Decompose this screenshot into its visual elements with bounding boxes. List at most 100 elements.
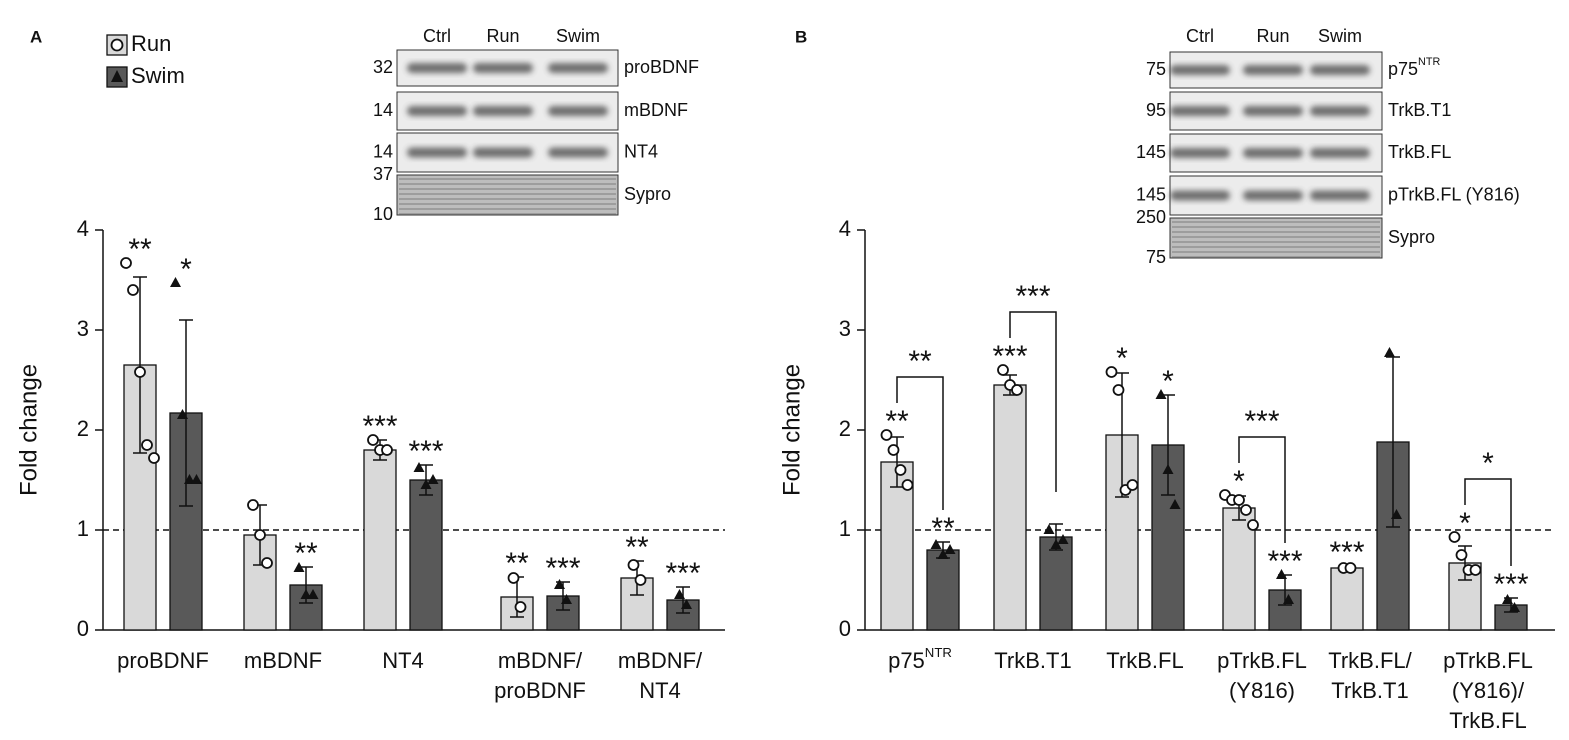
data-point [254,529,266,541]
y-axis-label: Fold change [15,364,42,496]
data-point [674,589,685,599]
significance: * [180,253,192,286]
data-point [1162,464,1174,474]
x-tick-label: TrkB.T1 [1331,678,1408,703]
blot-band [1310,65,1370,75]
significance: * [1233,465,1245,498]
significance: *** [545,552,580,585]
data-point [1112,384,1125,396]
legend-label: Swim [131,63,185,88]
x-tick-label: proBDNF [494,678,586,703]
data-point [261,557,273,569]
blot-band [1243,106,1303,116]
comparison-label: *** [1015,280,1050,313]
y-tick-label: 0 [839,616,851,641]
data-point [880,429,893,441]
mw-marker: 32 [373,57,393,77]
significance: ** [625,531,649,564]
data-point [627,559,640,571]
data-point [887,444,900,456]
mw-marker: 10 [373,204,393,224]
bar [409,479,443,631]
data-point [1455,549,1468,561]
mw-marker: 145 [1136,142,1166,162]
mw-marker: 75 [1146,247,1166,267]
mw-marker: 14 [373,141,393,161]
panel-label: B [795,27,807,46]
significance: * [1162,365,1174,398]
significance: *** [362,410,397,443]
data-point [1469,564,1482,576]
blot-band [1243,65,1303,75]
y-tick-label: 0 [77,616,89,641]
significance: *** [1493,568,1528,601]
significance: * [1459,507,1471,540]
x-tick-label-sup: NTR [925,645,952,660]
x-tick-label: pTrkB.FL [1443,648,1533,673]
blot-label: p75NTR [1388,56,1440,79]
blot-band [548,63,608,73]
data-point [997,364,1009,376]
significance: *** [992,340,1027,373]
data-point [1126,479,1139,491]
blot-band [1310,106,1370,116]
legend-label: Run [131,31,171,56]
blot-label: Sypro [1388,227,1435,247]
data-point [300,589,312,599]
data-point [184,474,195,484]
significance: *** [408,435,443,468]
data-point [247,499,259,511]
legend-marker [111,70,123,82]
lane-label: Run [486,26,519,46]
blot-band [1170,106,1230,116]
error-bar [133,276,147,454]
data-point [127,284,139,296]
x-tick-label: pTrkB.FL [1217,648,1307,673]
x-tick-label: TrkB.FL [1449,708,1526,733]
y-axis-label: Fold change [778,364,805,496]
legend-marker [110,38,124,52]
data-point [1509,602,1520,612]
blot-label: mBDNF [624,100,688,120]
y-tick-label: 1 [77,516,89,541]
x-tick-label: (Y816) [1229,678,1295,703]
comparison-label: *** [1244,405,1279,438]
x-tick-label: NT4 [639,678,681,703]
data-point [1240,504,1252,516]
comparison-label: * [1482,447,1494,480]
y-tick-label: 4 [839,216,851,241]
data-point [177,409,188,419]
blot-label: Sypro [624,184,671,204]
lane-label: Ctrl [423,26,451,46]
blot-band [473,63,533,73]
blot-band [473,106,533,116]
data-point [1233,494,1245,506]
blot-label-base: p75 [1388,59,1418,79]
data-point [367,434,379,446]
data-point [141,439,153,451]
data-point [148,452,160,464]
blot-row [1169,217,1383,259]
data-point [894,464,907,476]
significance: ** [931,512,955,545]
y-tick-label: 4 [77,216,89,241]
x-tick-label: TrkB.FL/ [1328,648,1412,673]
comparison-bracket [1238,436,1286,543]
lane-label: Swim [1318,26,1362,46]
significance: *** [1267,545,1302,578]
x-tick-label: NT4 [382,648,424,673]
data-point [427,474,439,484]
mw-marker: 250 [1136,207,1166,227]
bar [1494,604,1528,631]
blot-band [1310,148,1370,158]
data-point [381,444,393,456]
significance: ** [885,405,909,438]
data-point [134,366,146,378]
blot-band [1310,190,1370,201]
comparison-bracket [1009,311,1057,492]
data-point [507,572,520,584]
data-point [170,277,181,287]
blot-label: proBDNF [624,57,699,77]
bar [926,549,960,631]
